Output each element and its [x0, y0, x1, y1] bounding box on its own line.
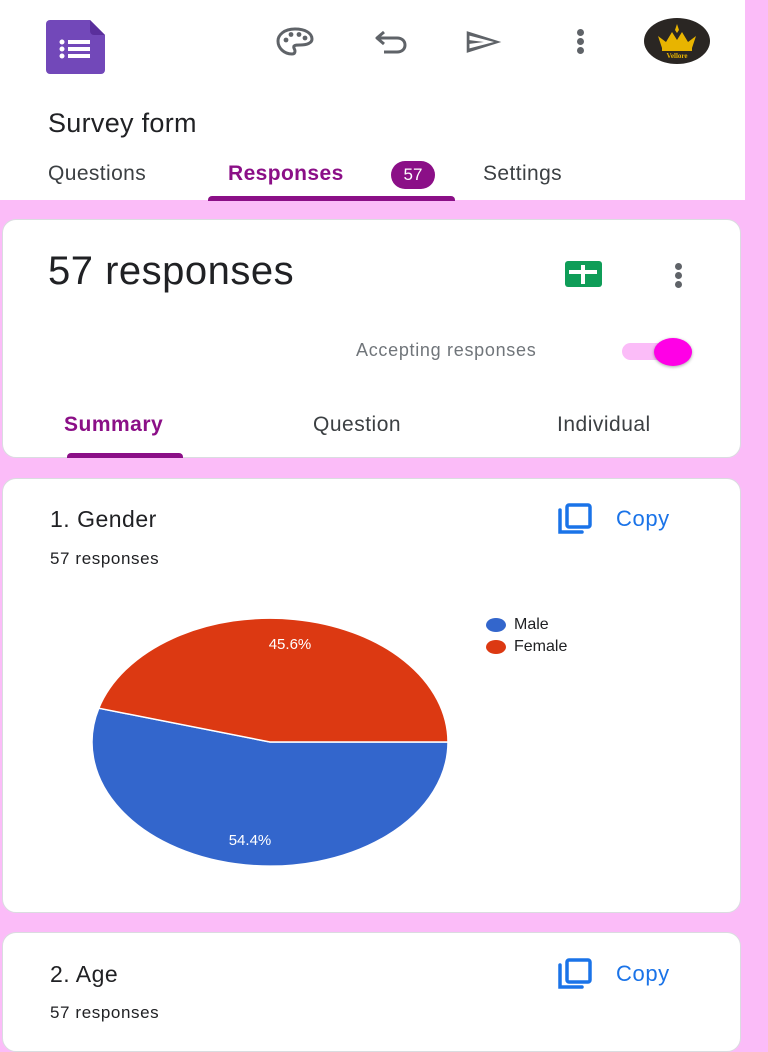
accepting-responses-label: Accepting responses: [356, 340, 537, 360]
tab-responses[interactable]: Responses: [228, 162, 344, 185]
question-response-count: 57 responses: [50, 1003, 160, 1022]
copy-label: Copy: [616, 506, 670, 531]
copy-chart-button[interactable]: Copy: [556, 957, 696, 993]
question-title: 1. Gender: [50, 506, 157, 532]
legend-dot-female: [486, 640, 506, 654]
tab-summary[interactable]: Summary: [64, 413, 164, 436]
accepting-responses-toggle[interactable]: [620, 336, 698, 368]
legend-item-male: Male: [486, 616, 549, 634]
google-forms-icon[interactable]: [46, 20, 105, 74]
tab-settings[interactable]: Settings: [483, 162, 563, 185]
copy-icon: [558, 958, 592, 989]
active-subtab-indicator: [67, 453, 183, 458]
legend-item-female: Female: [486, 638, 567, 656]
responses-title: 57 responses: [48, 249, 295, 293]
undo-icon[interactable]: [371, 24, 411, 60]
tab-questions[interactable]: Questions: [48, 162, 147, 185]
responses-summary-card: [2, 219, 741, 458]
copy-icon: [558, 503, 592, 534]
avatar[interactable]: Vellore: [644, 18, 710, 64]
question-card-gender: [2, 478, 741, 913]
question-response-count: 57 responses: [50, 549, 160, 568]
tab-question[interactable]: Question: [313, 413, 402, 436]
active-tab-indicator: [208, 196, 455, 201]
toggle-thumb: [654, 338, 692, 366]
legend-label: Female: [514, 638, 568, 655]
form-title: Survey form: [48, 108, 197, 138]
legend-dot-male: [486, 618, 506, 632]
copy-chart-button[interactable]: Copy: [556, 502, 696, 538]
legend-label: Male: [514, 616, 549, 633]
send-icon[interactable]: [464, 24, 504, 60]
copy-label: Copy: [616, 961, 670, 986]
responses-count-badge: 57: [391, 161, 435, 189]
app-header: Vellore Survey form Questions Responses …: [0, 0, 745, 201]
question-title: 2. Age: [50, 961, 119, 987]
google-sheets-icon[interactable]: [565, 261, 602, 287]
palette-icon[interactable]: [275, 24, 315, 60]
more-vert-icon[interactable]: [668, 261, 688, 291]
more-vert-icon[interactable]: [570, 27, 590, 57]
tab-individual[interactable]: Individual: [557, 413, 651, 436]
avatar-text: Vellore: [667, 52, 688, 60]
